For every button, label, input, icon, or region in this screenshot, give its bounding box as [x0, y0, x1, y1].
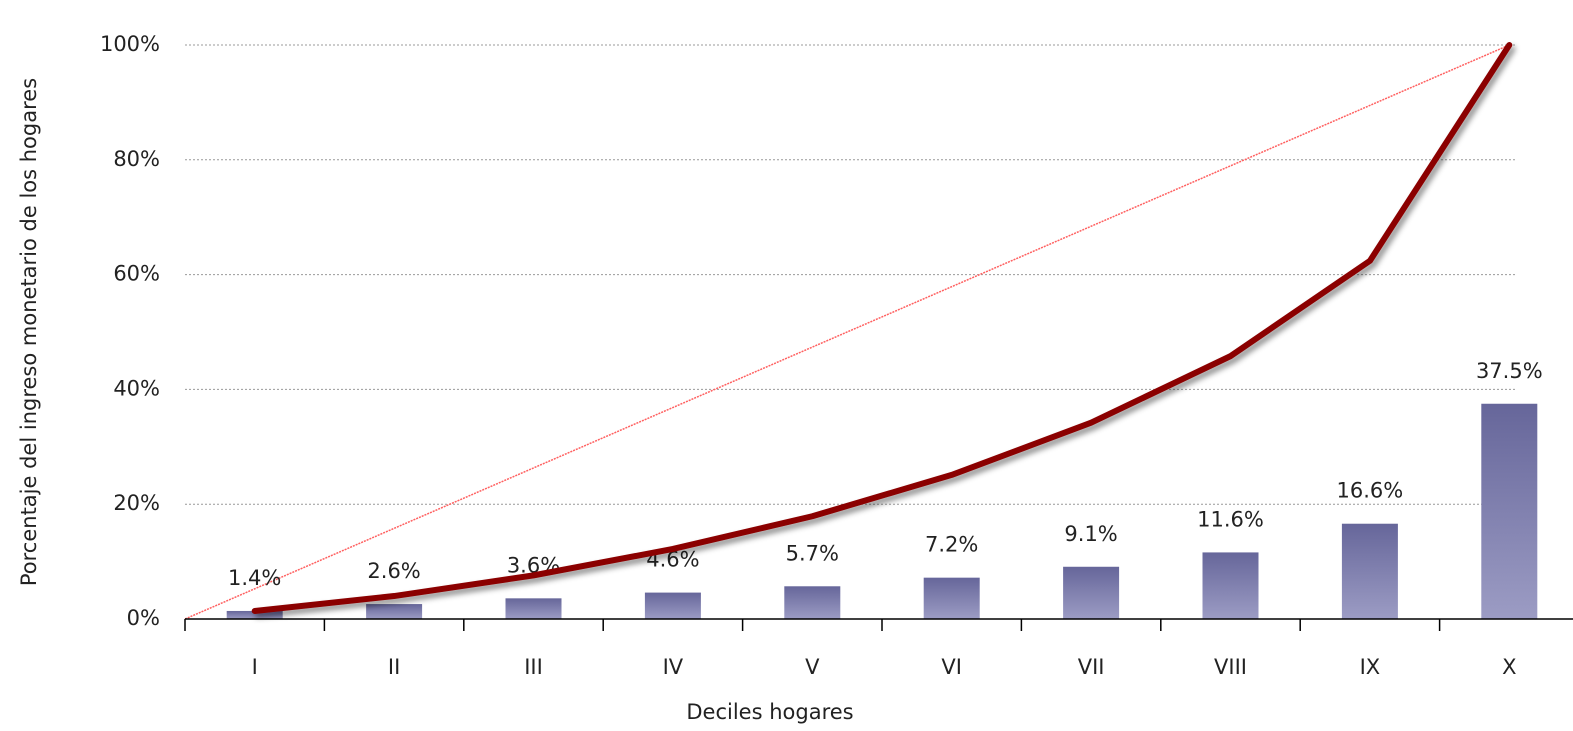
x-tick-label: II	[388, 655, 400, 679]
bar	[226, 610, 283, 619]
bar	[1202, 552, 1259, 619]
x-tick-label: X	[1502, 655, 1516, 679]
bar	[923, 577, 980, 619]
bar	[1341, 523, 1398, 619]
bar	[644, 592, 701, 619]
x-tick-label: V	[805, 655, 820, 679]
value-label: 37.5%	[1476, 359, 1543, 383]
value-label: 16.6%	[1337, 479, 1404, 503]
y-tick-label: 80%	[113, 147, 160, 171]
bar	[1063, 566, 1120, 619]
bar	[505, 598, 562, 619]
x-tick-label: III	[524, 655, 543, 679]
y-tick-label: 40%	[113, 376, 160, 400]
x-tick-label: VII	[1078, 655, 1105, 679]
x-tick-label: VI	[941, 655, 962, 679]
equality-line	[184, 44, 1510, 620]
x-tick-label: IV	[663, 655, 684, 679]
value-label: 9.1%	[1064, 522, 1117, 546]
x-tick-label: IX	[1360, 655, 1381, 679]
value-label: 1.4%	[228, 566, 281, 590]
x-tick-label: I	[252, 655, 258, 679]
value-label: 5.7%	[786, 541, 839, 565]
x-tick-label: VIII	[1214, 655, 1247, 679]
value-label: 11.6%	[1197, 507, 1264, 531]
value-label: 7.2%	[925, 533, 978, 557]
cumulative-line	[251, 42, 1513, 614]
y-axis-title: Porcentaje del ingreso monetario de los …	[17, 78, 41, 586]
value-label: 2.6%	[367, 559, 420, 583]
x-axis-title: Deciles hogares	[686, 700, 853, 724]
bar	[1481, 403, 1538, 619]
y-tick-label: 60%	[113, 262, 160, 286]
bar	[366, 604, 423, 619]
y-tick-label: 0%	[127, 606, 160, 630]
y-tick-label: 100%	[100, 32, 160, 56]
bar	[784, 586, 841, 619]
y-tick-label: 20%	[113, 491, 160, 515]
